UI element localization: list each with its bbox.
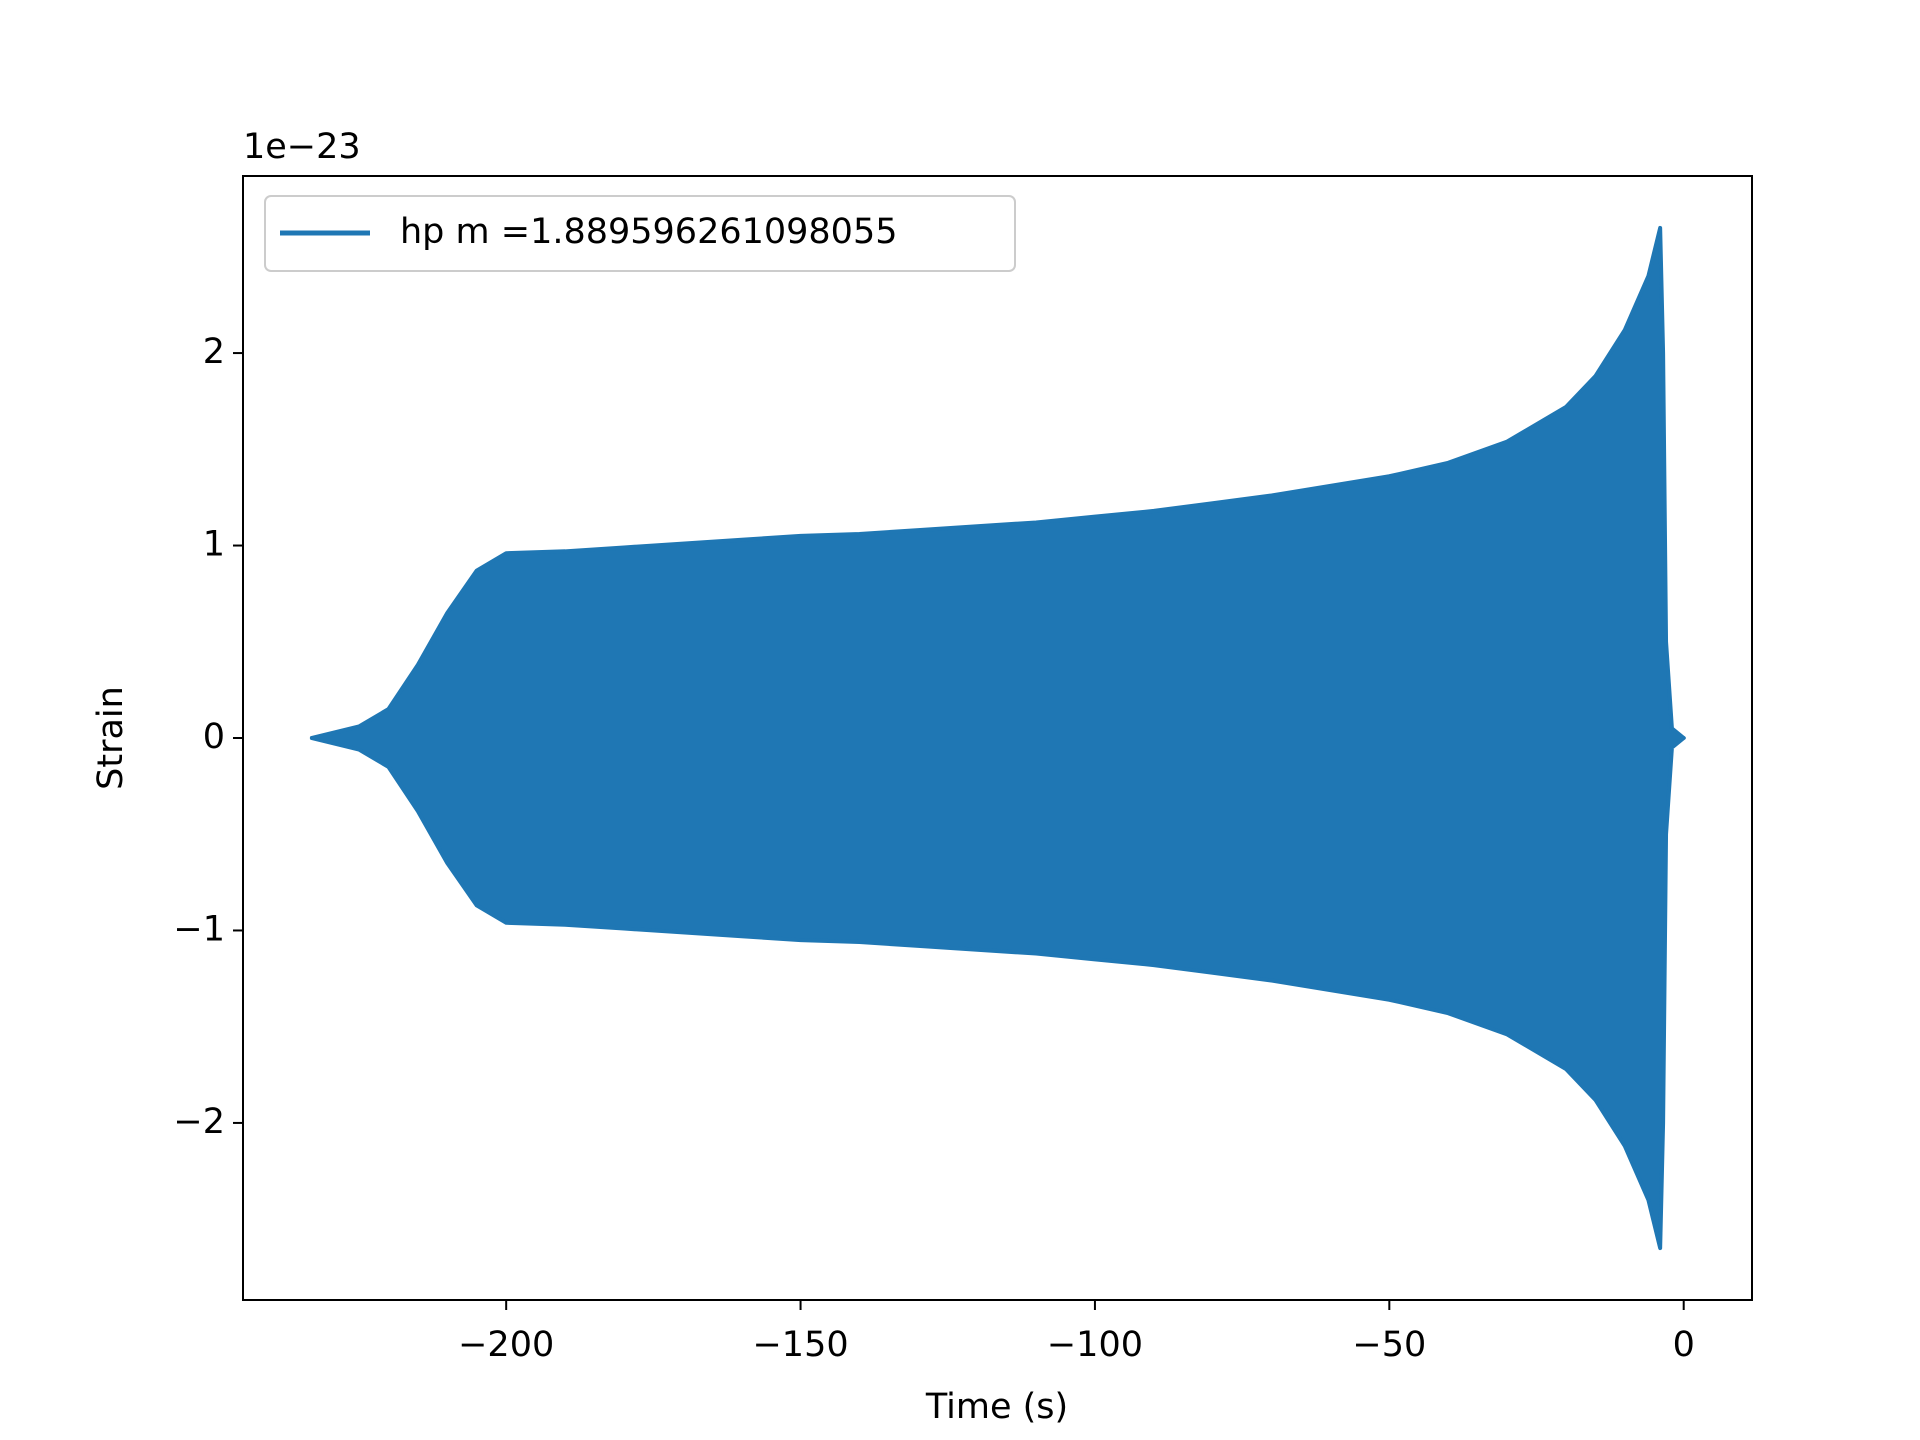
legend-label: hp m =1.889596261098055 [400,212,898,252]
x-tick-label: −200 [458,1325,554,1365]
x-axis-label: Time (s) [925,1387,1068,1427]
waveform-envelope [309,736,1686,1251]
y-tick-label: −1 [173,909,225,949]
y-tick-label: −2 [173,1102,225,1142]
y-tick-label: 0 [203,717,225,757]
x-tick-label: 0 [1673,1325,1695,1365]
y-axis-label: Strain [91,686,131,790]
waveform-envelope [309,225,1686,740]
x-tick-label: −50 [1352,1325,1426,1365]
legend-box [264,195,1016,272]
offset-text: 1e−23 [243,127,361,167]
y-tick-label: 1 [203,525,225,565]
y-tick-label: 2 [203,332,225,372]
x-tick-label: −100 [1047,1325,1143,1365]
x-tick-label: −150 [752,1325,848,1365]
